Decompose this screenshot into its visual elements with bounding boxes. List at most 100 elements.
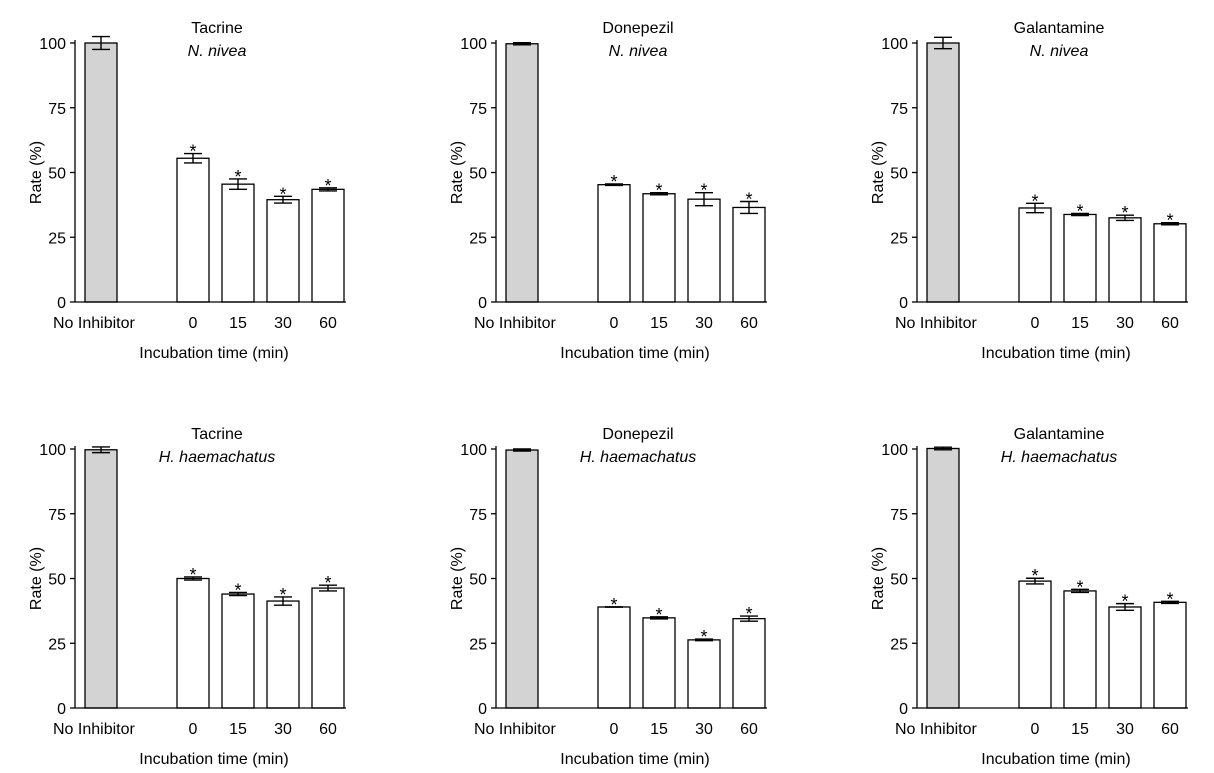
x-tick-label: 30 bbox=[695, 721, 713, 738]
chart-title: Tacrine bbox=[191, 20, 243, 37]
error-bar bbox=[184, 576, 202, 581]
treatment-bar bbox=[642, 617, 676, 709]
treatment-bar bbox=[1108, 606, 1142, 709]
control-bar bbox=[505, 43, 539, 303]
x-tick-label: 60 bbox=[1161, 315, 1179, 332]
treatment-bar bbox=[1063, 213, 1097, 303]
error-bar bbox=[1071, 212, 1089, 217]
x-tick-label: 15 bbox=[1071, 315, 1089, 332]
treatment-bar bbox=[1108, 217, 1142, 303]
significance-marker: * bbox=[324, 176, 331, 196]
y-axis-label: Rate (%) bbox=[870, 141, 887, 204]
significance-marker: * bbox=[1166, 589, 1173, 609]
control-bar bbox=[84, 449, 118, 709]
significance-marker: * bbox=[234, 580, 241, 600]
error-bar bbox=[319, 584, 337, 592]
y-tick-label: 50 bbox=[469, 572, 487, 589]
x-tick-label: 0 bbox=[1031, 721, 1040, 738]
x-tick-label: No Inhibitor bbox=[53, 315, 135, 332]
y-tick-label: 25 bbox=[48, 230, 66, 247]
significance-marker: * bbox=[1121, 592, 1128, 612]
x-tick-label: No Inhibitor bbox=[895, 315, 977, 332]
treatment-bar bbox=[311, 188, 345, 303]
x-tick-label: 30 bbox=[1116, 721, 1134, 738]
y-axis-label: Rate (%) bbox=[28, 141, 45, 204]
x-axis-label: Incubation time (min) bbox=[139, 751, 288, 768]
x-tick-label: 30 bbox=[695, 315, 713, 332]
chart-subtitle: N. nivea bbox=[188, 43, 247, 60]
error-bar bbox=[740, 200, 758, 215]
y-axis-label: Rate (%) bbox=[870, 547, 887, 610]
error-bar bbox=[274, 596, 292, 606]
y-tick-label: 100 bbox=[881, 36, 908, 53]
error-bar bbox=[274, 195, 292, 204]
chart-panel-1: * * * * 0 25 50 75 100 No Inhibitor 0 15 30 60 Rate (%… bbox=[28, 20, 346, 362]
significance-marker: * bbox=[234, 167, 241, 187]
y-tick-label: 0 bbox=[57, 701, 66, 718]
error-bar bbox=[229, 591, 247, 597]
treatment-bar bbox=[221, 183, 255, 303]
error-bar bbox=[695, 192, 713, 207]
y-tick-label: 50 bbox=[890, 166, 908, 183]
significance-marker: * bbox=[1166, 211, 1173, 231]
x-tick-label: 60 bbox=[319, 721, 337, 738]
x-tick-label: No Inhibitor bbox=[53, 721, 135, 738]
y-tick-label: 50 bbox=[469, 166, 487, 183]
x-tick-label: 30 bbox=[274, 315, 292, 332]
y-tick-label: 0 bbox=[899, 295, 908, 312]
x-tick-label: 0 bbox=[189, 315, 198, 332]
error-bar bbox=[1026, 577, 1044, 585]
significance-marker: * bbox=[1031, 191, 1038, 211]
error-bar bbox=[513, 448, 531, 452]
y-tick-label: 25 bbox=[890, 636, 908, 653]
x-axis-label: Incubation time (min) bbox=[981, 345, 1130, 362]
y-tick-label: 0 bbox=[899, 701, 908, 718]
significance-marker: * bbox=[700, 627, 707, 647]
x-axis-label: Incubation time (min) bbox=[981, 751, 1130, 768]
significance-marker: * bbox=[1076, 577, 1083, 597]
chart-subtitle: H. haemachatus bbox=[1001, 449, 1118, 466]
x-tick-label: No Inhibitor bbox=[474, 315, 556, 332]
significance-marker: * bbox=[1031, 566, 1038, 586]
x-tick-label: 0 bbox=[189, 721, 198, 738]
y-tick-label: 75 bbox=[469, 507, 487, 524]
x-tick-label: 0 bbox=[610, 721, 619, 738]
error-bar bbox=[1071, 588, 1089, 594]
significance-marker: * bbox=[324, 573, 331, 593]
chart-panel-5: * * * * 0 25 50 75 100 No Inhibitor 0 15 30 60 Rate (%… bbox=[449, 426, 767, 768]
y-tick-label: 75 bbox=[48, 101, 66, 118]
treatment-bar bbox=[1063, 590, 1097, 709]
error-bar bbox=[92, 446, 110, 454]
error-bar bbox=[934, 36, 952, 50]
y-axis-label: Rate (%) bbox=[28, 547, 45, 610]
x-tick-label: 15 bbox=[229, 721, 247, 738]
y-tick-label: 0 bbox=[57, 295, 66, 312]
error-bar bbox=[650, 616, 668, 620]
significance-marker: * bbox=[745, 190, 752, 210]
y-axis-label: Rate (%) bbox=[449, 547, 466, 610]
error-bar bbox=[740, 615, 758, 622]
error-bar bbox=[605, 183, 623, 187]
chart-panel-2: * * * * 0 25 50 75 100 No Inhibitor 0 15 30 60 Rate (%… bbox=[449, 20, 767, 362]
error-bar bbox=[513, 42, 531, 46]
significance-marker: * bbox=[1076, 201, 1083, 221]
error-bar bbox=[1026, 202, 1044, 214]
treatment-bar bbox=[732, 206, 766, 303]
chart-title: Donepezil bbox=[602, 426, 673, 443]
treatment-bar bbox=[176, 577, 210, 709]
treatment-bar bbox=[687, 198, 721, 303]
x-tick-label: No Inhibitor bbox=[474, 721, 556, 738]
x-tick-label: 15 bbox=[1071, 721, 1089, 738]
y-tick-label: 25 bbox=[469, 230, 487, 247]
treatment-bar bbox=[1153, 223, 1187, 303]
y-tick-label: 50 bbox=[48, 166, 66, 183]
x-axis-label: Incubation time (min) bbox=[560, 345, 709, 362]
error-bar bbox=[1116, 602, 1134, 612]
chart-panel-6: * * * * 0 25 50 75 100 No Inhibitor 0 15 30 60 Rate (%… bbox=[870, 426, 1188, 768]
x-tick-label: 0 bbox=[1031, 315, 1040, 332]
x-tick-label: 15 bbox=[650, 315, 668, 332]
control-bar bbox=[926, 447, 960, 709]
y-tick-label: 100 bbox=[39, 442, 66, 459]
x-tick-label: 15 bbox=[650, 721, 668, 738]
